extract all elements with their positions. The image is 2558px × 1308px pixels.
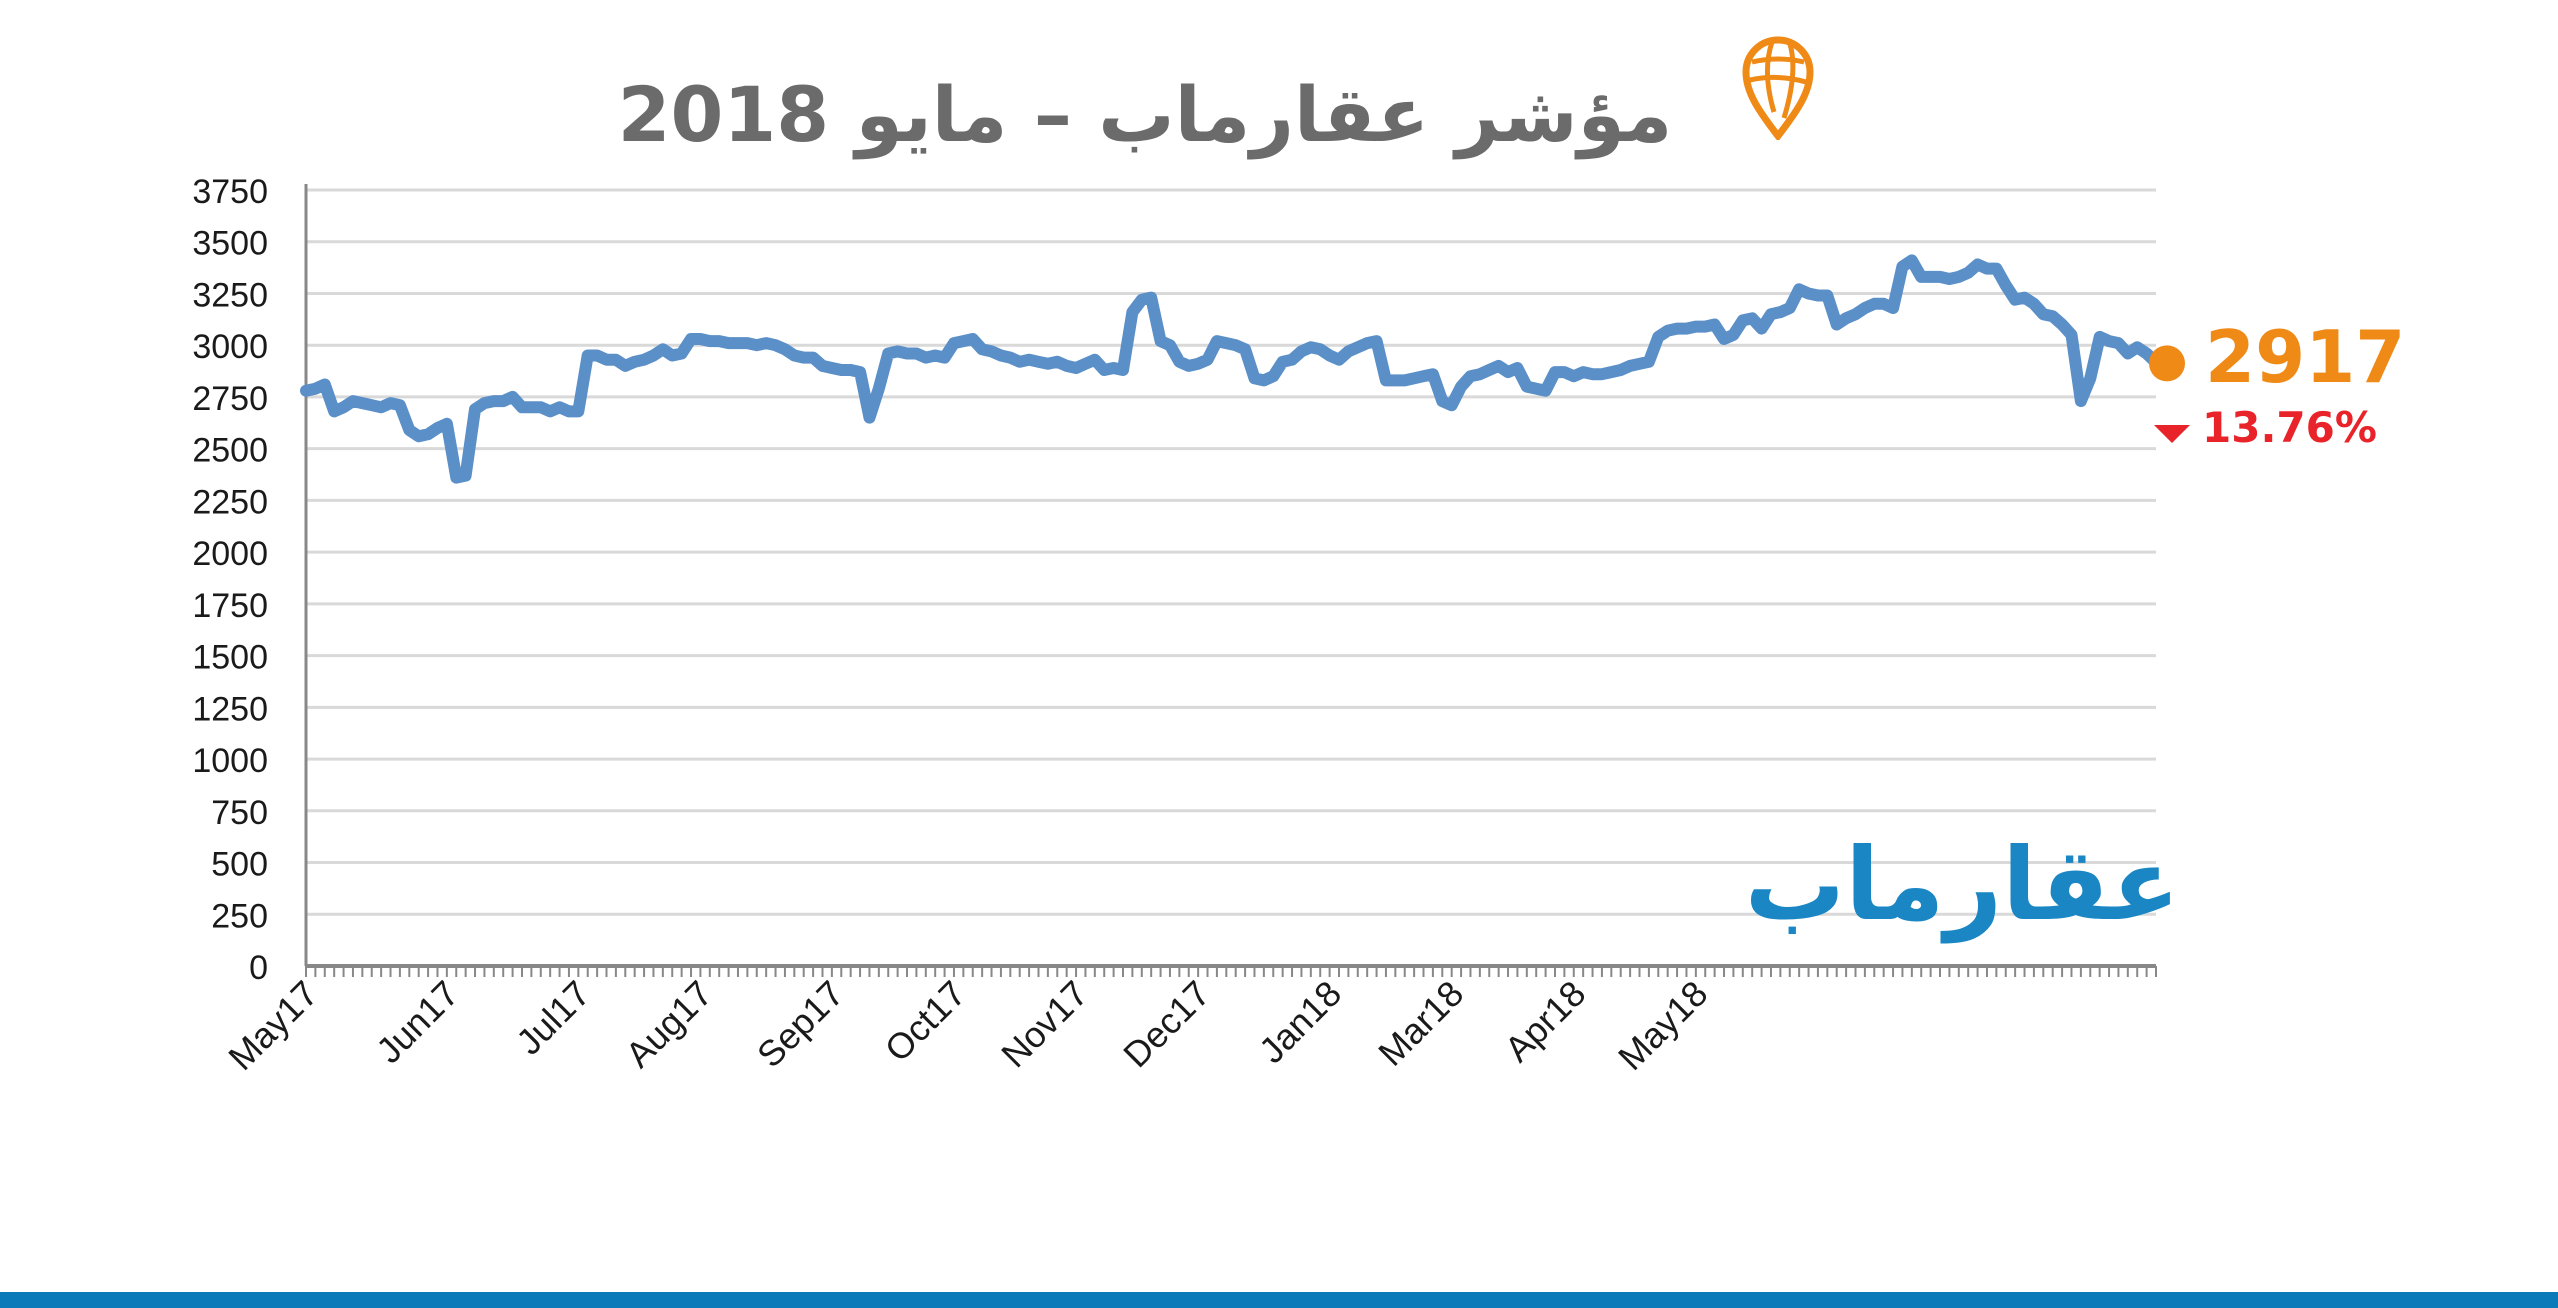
y-tick-label: 2500 (192, 432, 268, 470)
last-point-marker (2149, 345, 2185, 382)
x-tick-label: Apr18 (1496, 973, 1593, 1070)
x-tick-label: Sep17 (749, 973, 852, 1076)
x-tick-label: Aug17 (617, 973, 720, 1076)
y-tick-label: 1000 (192, 742, 268, 780)
down-arrow-icon (2154, 425, 2190, 443)
y-tick-label: 1750 (192, 587, 268, 625)
y-tick-labels: 0 250 500 750 1000 1250 1500 1750 2000 2250 2500 27… (192, 173, 268, 987)
bottom-brand-bar (0, 1292, 2558, 1308)
x-tick-label: Jan18 (1251, 973, 1349, 1071)
y-tick-label: 3000 (192, 328, 268, 366)
gridlines (306, 188, 2156, 916)
y-tick-label: 1250 (192, 690, 268, 728)
y-tick-label: 1500 (192, 639, 268, 677)
x-tick-label: May18 (1610, 973, 1715, 1078)
brand-logo: عقارماب (1744, 826, 2180, 943)
y-tick-label: 2750 (192, 380, 268, 418)
y-tick-label: 2250 (192, 483, 268, 521)
x-tick-label: Oct17 (877, 973, 974, 1070)
y-tick-label: 250 (211, 897, 268, 935)
y-tick-label: 3250 (192, 276, 268, 314)
x-tick-label: Dec17 (1115, 973, 1218, 1076)
y-tick-label: 2000 (192, 535, 268, 573)
series-layer (300, 254, 2185, 484)
axes (304, 184, 2157, 977)
x-tick-label: Nov17 (993, 973, 1096, 1076)
x-tick-labels: May17 Jun17 Jul17 Aug17 Sep17 Oct17 Nov17 Dec17… (220, 973, 1715, 1078)
y-tick-label: 3500 (192, 225, 268, 263)
last-value-label: 2917 (2205, 315, 2406, 399)
y-tick-label: 750 (211, 794, 268, 832)
x-tick-label: Jul17 (508, 973, 598, 1063)
map-pin-globe-icon (1742, 36, 1814, 140)
x-tick-label: Jun17 (368, 973, 466, 1071)
y-tick-label: 0 (249, 949, 268, 987)
y-tick-label: 3750 (192, 173, 268, 211)
series-line (300, 254, 2162, 484)
x-tick-label: Mar18 (1370, 973, 1471, 1074)
y-tick-label: 500 (211, 846, 268, 884)
change-percent-label: 13.76% (2202, 403, 2377, 452)
chart-title: مؤشر عقارماب – مايو 2018 (617, 70, 1673, 159)
x-tick-label: May17 (220, 973, 325, 1078)
